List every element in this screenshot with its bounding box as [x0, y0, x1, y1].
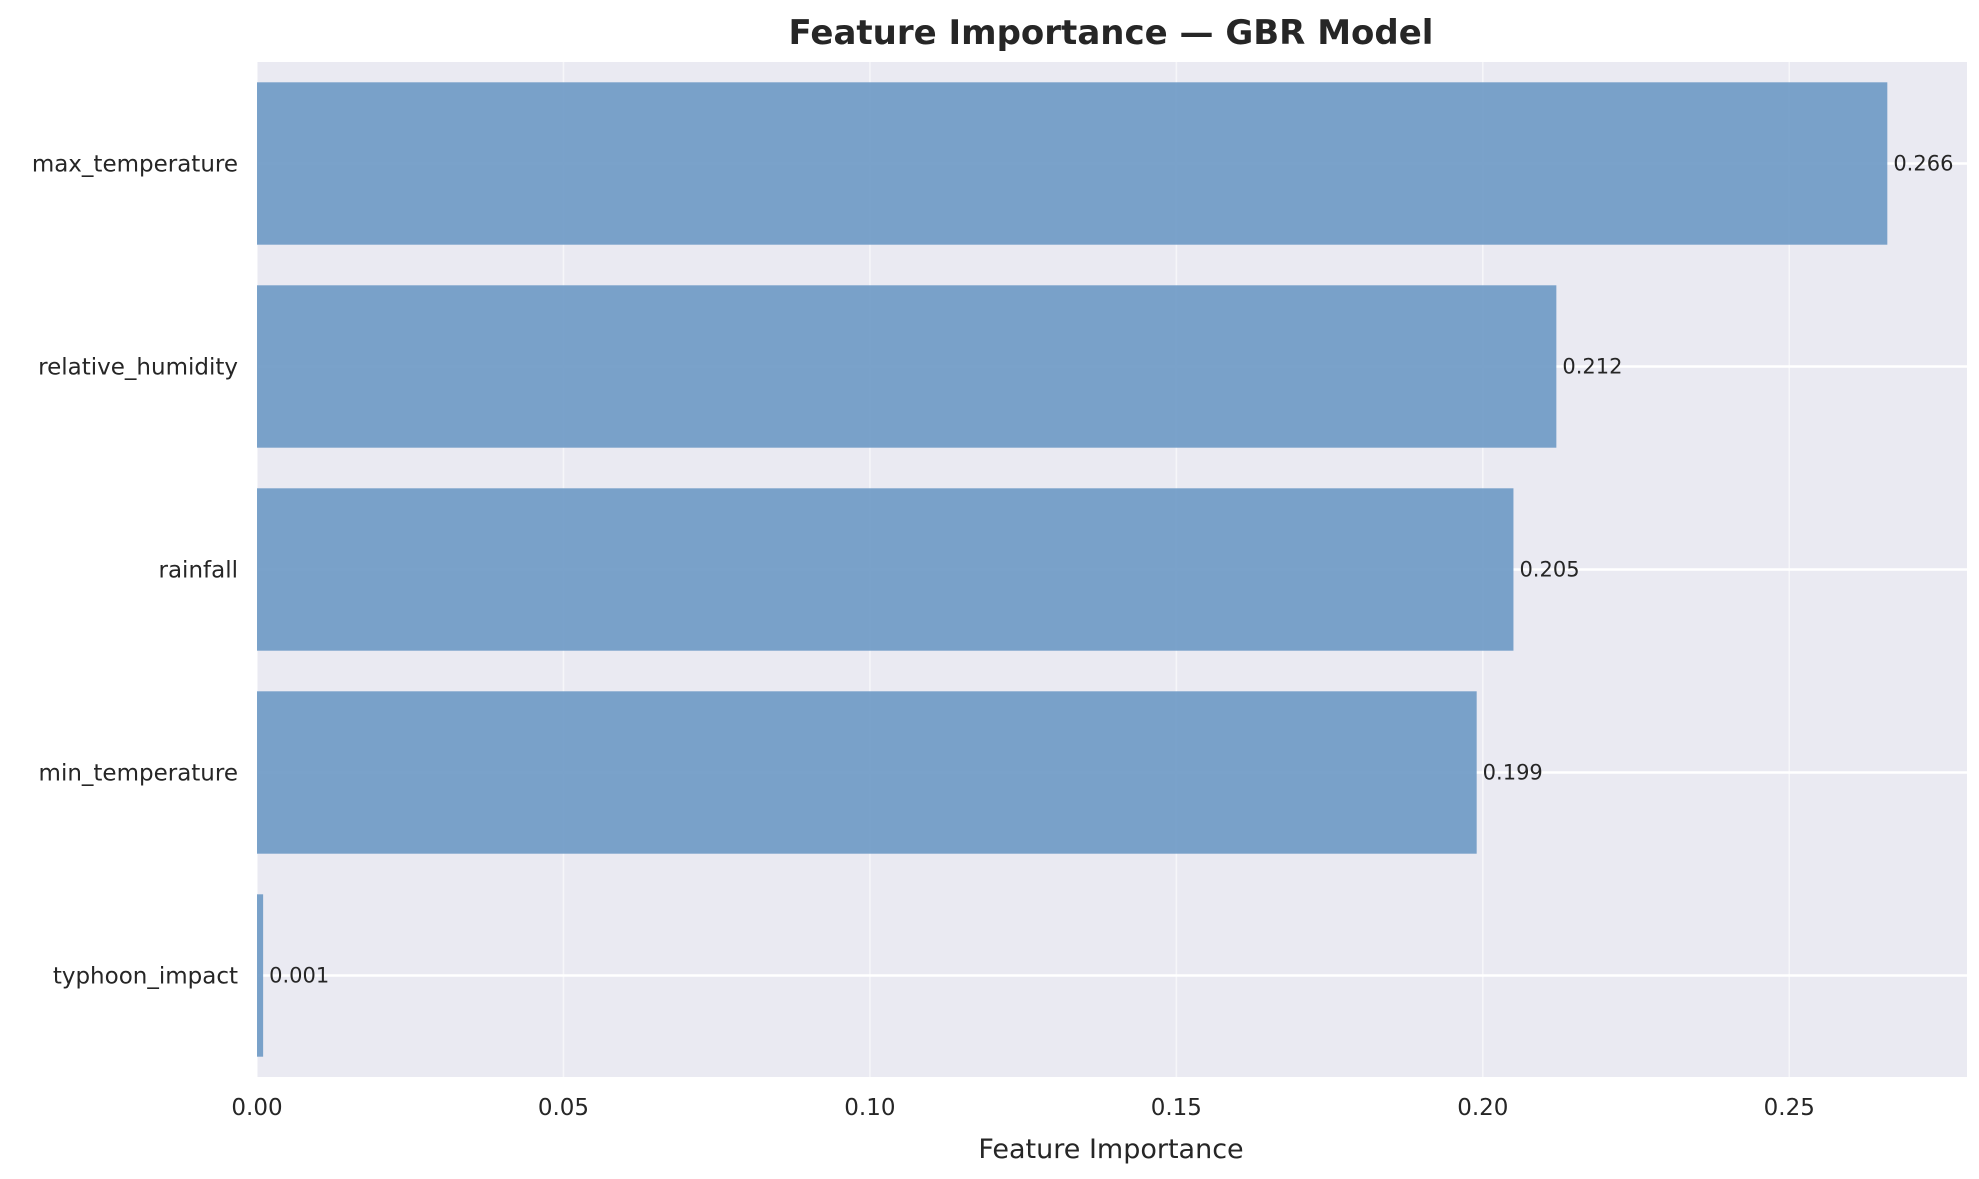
x-tick-label: 0.05	[538, 1095, 589, 1121]
bar-value-label: 0.205	[1519, 558, 1579, 582]
x-axis-ticks: 0.00 0.05 0.10 0.15 0.20 0.25	[231, 1095, 1814, 1121]
y-tick-label: relative_humidity	[38, 355, 238, 381]
bar-max-temperature	[257, 82, 1888, 245]
bar-value-label: 0.001	[269, 964, 329, 988]
data-labels: 0.266 0.212 0.205 0.199 0.001	[269, 152, 1953, 988]
chart-title: Feature Importance — GBR Model	[789, 13, 1434, 53]
y-tick-label: rainfall	[159, 558, 239, 584]
y-tick-label: min_temperature	[39, 761, 238, 787]
y-tick-label: typhoon_impact	[53, 964, 238, 990]
x-axis-label: Feature Importance	[978, 1134, 1243, 1165]
x-tick-label: 0.10	[844, 1095, 895, 1121]
bar-value-label: 0.266	[1893, 152, 1953, 176]
bar-typhoon-impact	[257, 894, 264, 1057]
x-tick-label: 0.25	[1764, 1095, 1815, 1121]
y-axis-ticks: max_temperature relative_humidity rainfall…	[32, 152, 238, 990]
bar-value-label: 0.212	[1562, 355, 1622, 379]
bar-min-temperature	[257, 691, 1477, 854]
bars	[257, 82, 1888, 1057]
bar-value-label: 0.199	[1483, 761, 1543, 785]
x-tick-label: 0.15	[1151, 1095, 1202, 1121]
bar-relative-humidity	[257, 285, 1557, 448]
x-tick-label: 0.00	[231, 1095, 282, 1121]
y-tick-label: max_temperature	[32, 152, 238, 178]
bar-rainfall	[257, 488, 1514, 651]
x-tick-label: 0.20	[1457, 1095, 1508, 1121]
